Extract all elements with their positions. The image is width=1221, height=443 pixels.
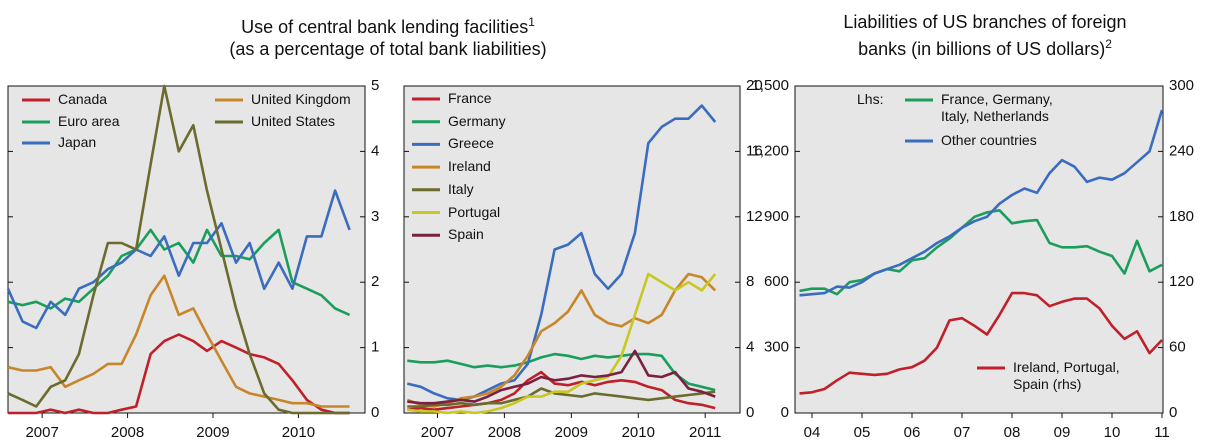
x-tick-label: 10	[1104, 424, 1121, 441]
chart-title: Use of central bank lending facilities	[241, 17, 529, 37]
x-tick-label: 2009	[196, 424, 229, 441]
y-tick-label: 16	[746, 142, 763, 159]
y-tick-label: 20	[746, 77, 763, 94]
series-line	[7, 228, 351, 317]
plot-frame	[794, 85, 1164, 414]
x-tick-label: 2011	[689, 424, 721, 441]
series-line	[6, 189, 351, 330]
y-tick-label: 600	[764, 273, 789, 290]
series-line	[407, 349, 716, 405]
x-tick-label: 2010	[622, 424, 655, 441]
y-tick-label: 900	[764, 208, 789, 225]
legend-label: Canada	[58, 91, 108, 107]
series-line	[407, 387, 716, 408]
legend-label: Italy	[448, 180, 474, 197]
legend-label: United Kingdom	[251, 91, 351, 107]
y-tick-label: 3	[371, 208, 379, 225]
y-tick-label: 120	[1169, 273, 1194, 290]
legend-label: United States	[251, 113, 336, 129]
y-tick-label: 300	[1169, 77, 1194, 94]
series-line	[407, 352, 716, 392]
series-line	[407, 272, 717, 415]
y-tick-label: 1,200	[751, 142, 789, 159]
x-tick-label: 09	[1054, 424, 1071, 441]
plot-frame	[7, 85, 366, 414]
series-line	[407, 370, 716, 411]
chart-title: Liabilities of US branches of foreign	[843, 12, 1127, 32]
y-tick-label: 1,500	[751, 77, 789, 94]
x-tick-label: 11	[1154, 424, 1170, 441]
legend-label: Germany	[448, 112, 506, 129]
x-tick-label: 2009	[555, 424, 588, 441]
y-tick-label: 0	[371, 404, 379, 421]
series-line	[8, 333, 350, 415]
series-line	[799, 209, 1163, 296]
x-tick-label: 05	[854, 424, 871, 441]
legend-label: Ireland, Portugal, Spain (rhs)	[1013, 359, 1120, 392]
title-footnote: 2	[1105, 37, 1112, 51]
plot-area	[795, 86, 1163, 413]
x-tick-label: 06	[904, 424, 921, 441]
legend-label: Ireland	[448, 158, 491, 175]
x-tick-label: 04	[804, 424, 821, 441]
legend-title: Lhs:	[857, 91, 884, 107]
legend-label: France	[448, 90, 492, 106]
legend-label: Portugal	[448, 203, 501, 220]
series-line	[7, 274, 350, 408]
y-tick-label: 2	[371, 273, 379, 290]
plot-area	[8, 86, 365, 413]
x-tick-label: 2010	[282, 424, 315, 441]
title-line: Use of central bank lending facilities1	[188, 11, 588, 38]
y-tick-label: 60	[1169, 339, 1186, 356]
title-block: Use of central bank lending facilities1 …	[188, 11, 588, 60]
legend-label: Greece	[448, 135, 494, 152]
x-tick-label: 07	[954, 424, 971, 441]
legend-label: France, Germany, Italy, Netherlands	[941, 91, 1053, 124]
plot-area	[404, 86, 740, 413]
legend-label: Other countries	[941, 132, 1037, 148]
y-tick-label: 0	[746, 404, 754, 421]
plot-frame	[403, 85, 741, 414]
x-tick-label: 2007	[421, 424, 454, 441]
title-footnote: 1	[528, 15, 535, 29]
y-tick-label: 300	[764, 339, 789, 356]
legend-label: Euro area	[58, 113, 120, 129]
legend-label: Japan	[58, 134, 97, 150]
y-tick-label: 5	[371, 77, 379, 94]
title-line: banks (in billions of US dollars)2	[835, 33, 1135, 60]
y-tick-label: 0	[781, 404, 789, 421]
x-tick-label: 2008	[488, 424, 521, 441]
y-tick-label: 12	[746, 208, 763, 225]
y-tick-label: 8	[746, 273, 754, 290]
series-line	[799, 291, 1163, 395]
x-tick-label: 2007	[25, 424, 58, 441]
x-tick-label: 2008	[111, 424, 144, 441]
y-tick-label: 240	[1169, 142, 1194, 159]
y-tick-label: 0	[1169, 404, 1177, 421]
legend-label: Spain	[448, 226, 484, 243]
y-tick-label: 180	[1169, 208, 1194, 225]
chart-subtitle: (as a percentage of total bank liabiliti…	[229, 39, 547, 59]
chart-subtitle: banks (in billions of US dollars)	[858, 39, 1106, 59]
y-tick-label: 1	[371, 339, 379, 356]
title-block: Liabilities of US branches of foreign ba…	[835, 11, 1135, 60]
series-line	[799, 109, 1164, 297]
x-tick-label: 08	[1004, 424, 1021, 441]
y-tick-label: 4	[746, 339, 754, 356]
y-tick-label: 4	[371, 142, 379, 159]
series-line	[7, 84, 350, 415]
